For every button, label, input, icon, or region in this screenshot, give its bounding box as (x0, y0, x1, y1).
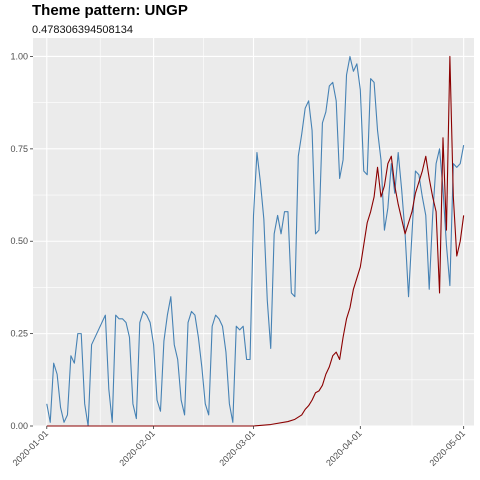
series-layer (46, 55, 465, 427)
x-axis: 2020-01-01 2020-02-01 2020-03-01 2020-04-01… (11, 426, 467, 468)
y-tick-label: 0.75 (10, 144, 28, 154)
y-tick-label: 1.00 (10, 51, 28, 61)
x-tick-label: 2020-03-01 (217, 428, 257, 468)
series-line-1 (46, 55, 465, 427)
series-line-2 (46, 55, 465, 427)
chart-title: Theme pattern: UNGP (32, 2, 188, 19)
y-tick-label: 0.50 (10, 236, 28, 246)
y-tick-label: 0.00 (10, 421, 28, 431)
x-tick-label: 2020-05-01 (427, 428, 467, 468)
chart-subtitle: 0.478306394508134 (32, 24, 133, 36)
x-tick-label: 2020-04-01 (324, 428, 364, 468)
x-tick-label: 2020-02-01 (117, 428, 157, 468)
y-axis: 0.00 0.25 0.50 0.75 1.00 (10, 51, 33, 431)
x-tick-label: 2020-01-01 (11, 428, 51, 468)
y-tick-label: 0.25 (10, 329, 28, 339)
